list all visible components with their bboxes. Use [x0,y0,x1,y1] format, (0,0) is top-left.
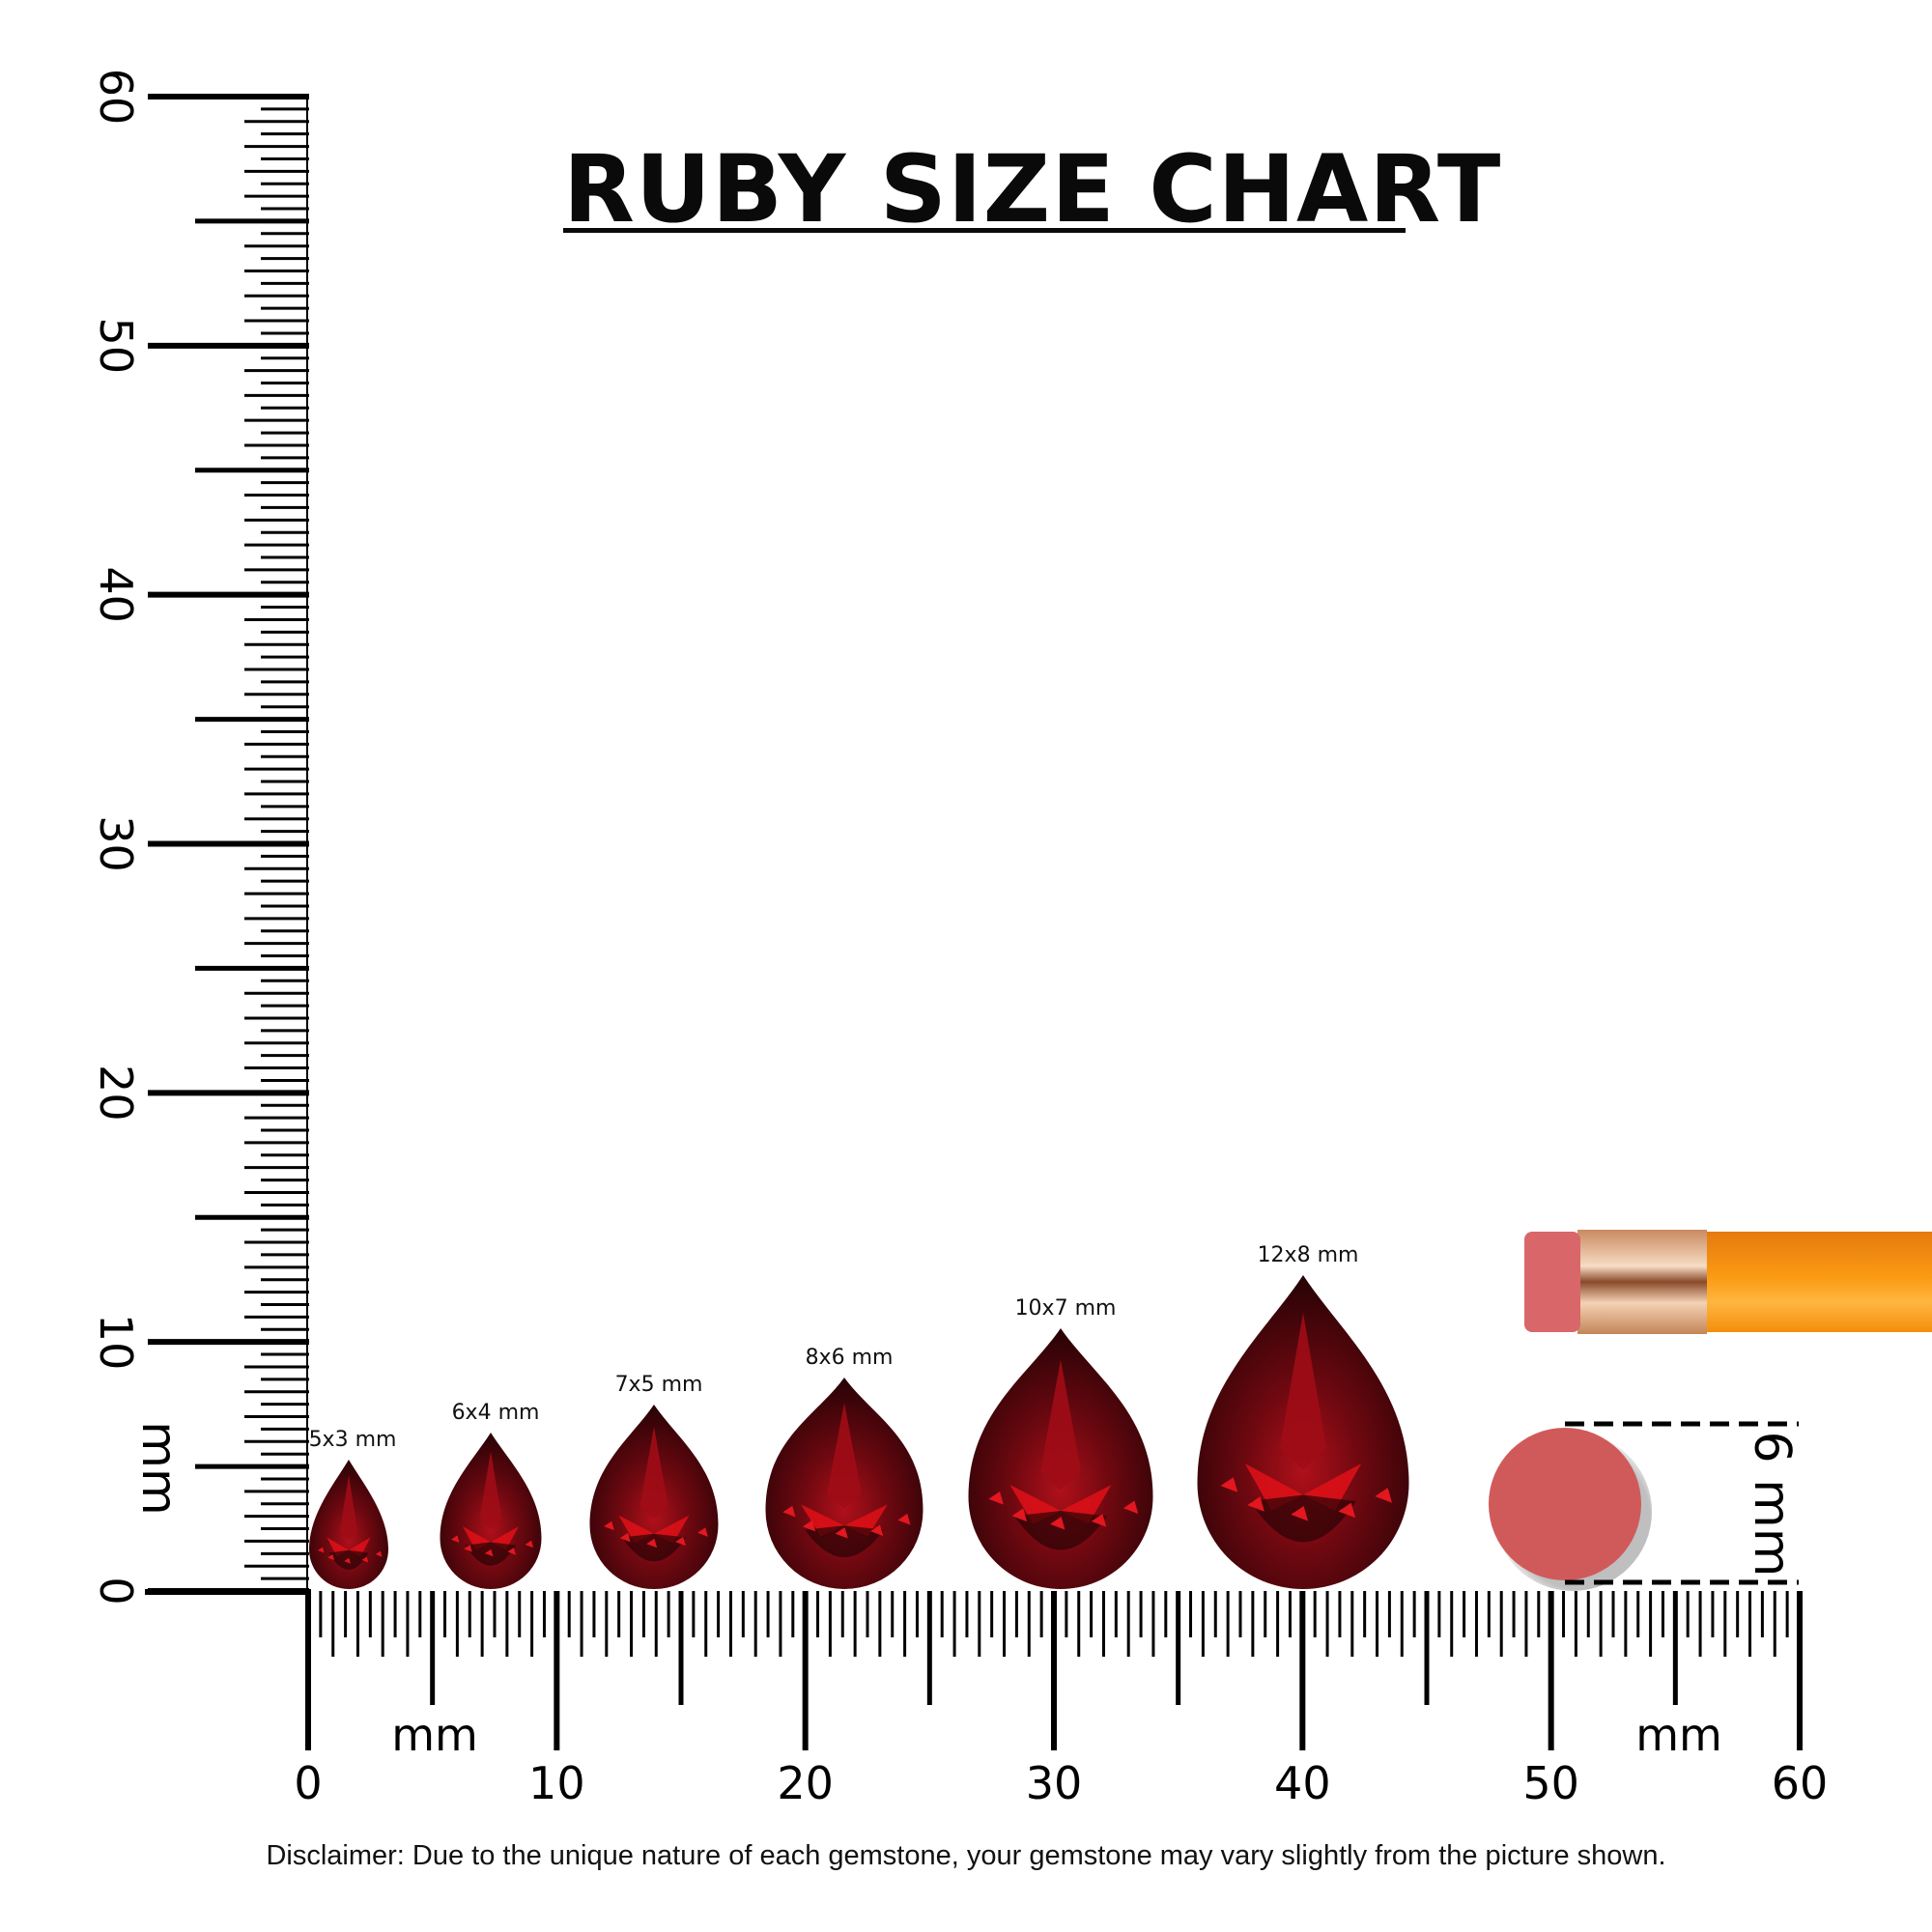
horizontal-ruler-unit: mm [1635,1709,1722,1761]
horizontal-ruler: 0 10 20 30 40 50 60 mm mm [145,1589,1829,1809]
horizontal-ruler-label: 10 [528,1757,585,1809]
gem-size-label: 6x4 mm [452,1401,540,1425]
disclaimer-text: Disclaimer: Due to the unique nature of … [266,1840,1666,1871]
horizontal-ruler-label: 0 [294,1757,322,1809]
gem-5x3mm: 5x3 mm [309,1428,397,1589]
vertical-ruler-label: 50 [90,318,142,375]
title-underline [563,228,1406,233]
gem-size-label: 5x3 mm [309,1428,397,1452]
vertical-ruler-label: 0 [90,1577,142,1605]
horizontal-ruler-label: 50 [1522,1757,1579,1809]
horizontal-ruler-unit: mm [391,1709,478,1761]
gem-10x7mm: 10x7 mm [968,1296,1153,1590]
pencil-body [1705,1232,1932,1332]
gem-6x4mm: 6x4 mm [440,1401,542,1589]
pencil-ferrule [1577,1230,1707,1334]
gem-7x5mm: 7x5 mm [589,1373,719,1590]
vertical-ruler-label: 20 [90,1065,142,1122]
vertical-ruler: 0 10 20 30 40 50 60 mm [90,69,309,1605]
gem-size-label: 10x7 mm [1015,1296,1117,1321]
gem-size-label: 7x5 mm [615,1373,703,1397]
vertical-ruler-unit: mm [131,1421,187,1515]
gem-group: 5x3 mm 6x4 mm 7x5 mm 8x6 mm 10x7 mm 12x8 mm [309,1243,1409,1590]
pencil-eraser [1524,1232,1580,1332]
gem-12x8mm: 12x8 mm [1197,1243,1409,1589]
horizontal-ruler-label: 20 [777,1757,834,1809]
vertical-ruler-label: 60 [90,69,142,126]
horizontal-ruler-label: 40 [1274,1757,1331,1809]
page-title: RUBY SIZE CHART [563,135,1502,243]
gem-8x6mm: 8x6 mm [765,1346,923,1589]
eraser-reference: 6 mm [1489,1421,1801,1591]
horizontal-ruler-label: 60 [1772,1757,1829,1809]
vertical-ruler-label: 10 [90,1314,142,1371]
pencil-image [1524,1230,1932,1334]
eraser-circle [1489,1428,1641,1580]
vertical-ruler-label: 40 [90,566,142,623]
gem-size-label: 8x6 mm [806,1346,894,1370]
vertical-ruler-label: 30 [90,815,142,872]
eraser-size-label: 6 mm [1743,1432,1801,1577]
horizontal-ruler-label: 30 [1026,1757,1083,1809]
gem-size-label: 12x8 mm [1258,1243,1359,1267]
